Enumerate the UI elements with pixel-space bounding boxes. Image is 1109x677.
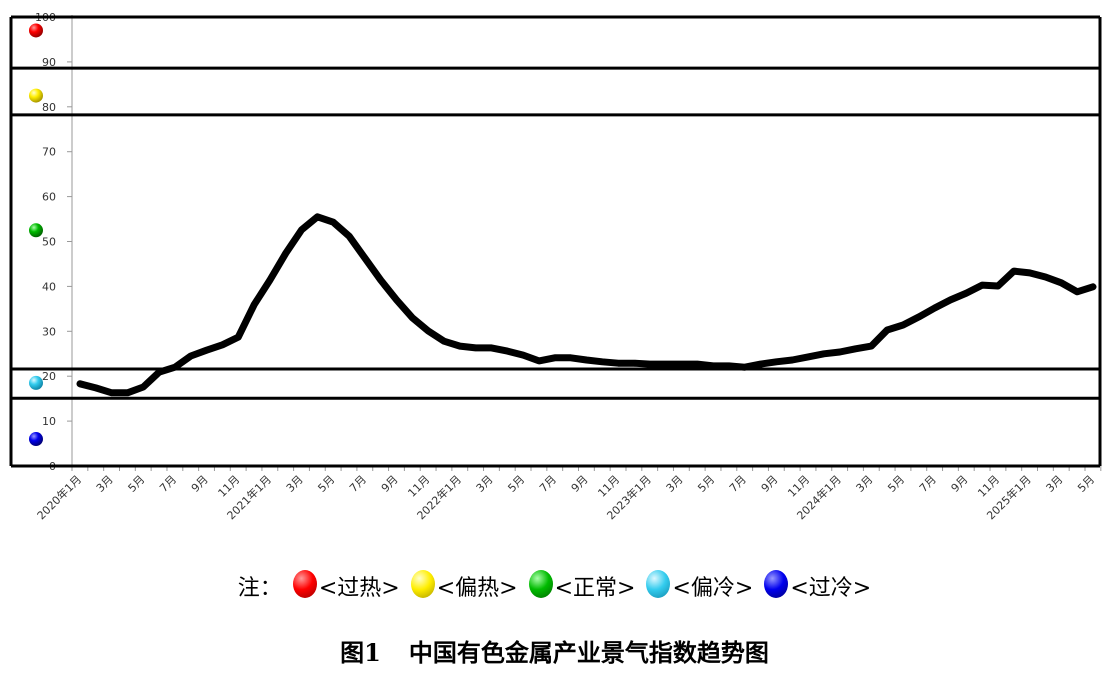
index-trend-chart: 0102030405060708090100 2020年1月3月5月7月9月11… (9, 11, 1102, 522)
x-tick-label: 9月 (759, 473, 781, 495)
yellow-ball-icon (29, 88, 43, 103)
y-axis: 0102030405060708090100 (35, 11, 73, 473)
x-tick-label: 3月 (94, 473, 116, 495)
x-tick-label: 5月 (315, 473, 337, 495)
x-tick-label: 11月 (975, 473, 1002, 500)
x-tick-label: 5月 (885, 473, 907, 495)
green-ball-icon (29, 223, 43, 238)
x-tick-label: 9月 (189, 473, 211, 495)
zone-bands (9, 15, 1102, 468)
x-tick-label: 7月 (727, 473, 749, 495)
x-tick-label: 7月 (917, 473, 939, 495)
x-tick-label: 2020年1月 (34, 472, 84, 522)
legend-label-normal: <正常> (554, 576, 636, 601)
x-tick-label: 3月 (1044, 473, 1066, 495)
x-tick-label: 5月 (126, 473, 148, 495)
x-tick-label: 7月 (537, 473, 559, 495)
legend-label-overheat: <过热> (318, 576, 400, 601)
x-tick-label: 3月 (474, 473, 496, 495)
red-ball-icon (292, 570, 317, 598)
legend-label-overcool: <过冷> (790, 576, 872, 601)
y-tick-label: 20 (42, 370, 56, 383)
y-tick-label: 90 (42, 56, 56, 69)
x-tick-label: 9月 (379, 473, 401, 495)
y-tick-label: 40 (42, 280, 56, 293)
y-tick-label: 10 (42, 415, 56, 428)
yellow-ball-icon (410, 570, 435, 598)
legend: 注： <过热> <偏热> <正常> <偏冷> <过冷> (0, 570, 1109, 602)
x-tick-label: 3月 (284, 473, 306, 495)
figure-caption: 图1 中国有色金属产业景气指数趋势图 (0, 633, 1109, 668)
y-tick-label: 80 (42, 101, 56, 114)
x-tick-label: 3月 (854, 473, 876, 495)
cyan-ball-icon (646, 570, 671, 598)
index-line (76, 213, 1097, 397)
x-tick-label: 11月 (595, 473, 622, 500)
cyan-ball-icon (29, 375, 43, 390)
legend-prefix: 注： (237, 576, 282, 601)
x-tick-label: 11月 (405, 473, 432, 500)
x-tick-label: 7月 (157, 473, 179, 495)
x-tick-label: 9月 (569, 473, 591, 495)
red-ball-icon (29, 23, 43, 38)
legend-label-cool: <偏冷> (672, 576, 754, 601)
x-tick-label: 11月 (785, 473, 812, 500)
x-tick-label: 7月 (347, 473, 369, 495)
x-tick-label: 5月 (505, 473, 527, 495)
blue-ball-icon (29, 432, 43, 447)
x-tick-label: 11月 (216, 473, 243, 500)
y-tick-label: 60 (42, 191, 56, 204)
x-tick-label: 9月 (949, 473, 971, 495)
blue-ball-icon (764, 570, 789, 598)
legend-label-warm: <偏热> (436, 576, 518, 601)
y-tick-label: 50 (42, 236, 56, 249)
green-ball-icon (528, 570, 553, 598)
y-tick-label: 70 (42, 146, 56, 159)
series-line (76, 213, 1097, 397)
x-tick-label: 5月 (695, 473, 717, 495)
y-tick-label: 30 (42, 325, 56, 338)
x-tick-label: 5月 (1075, 473, 1097, 495)
x-tick-label: 3月 (664, 473, 686, 495)
figure-title: 中国有色金属产业景气指数趋势图 (408, 638, 769, 667)
figure-number: 图1 (340, 638, 381, 667)
zone-markers (29, 23, 43, 447)
